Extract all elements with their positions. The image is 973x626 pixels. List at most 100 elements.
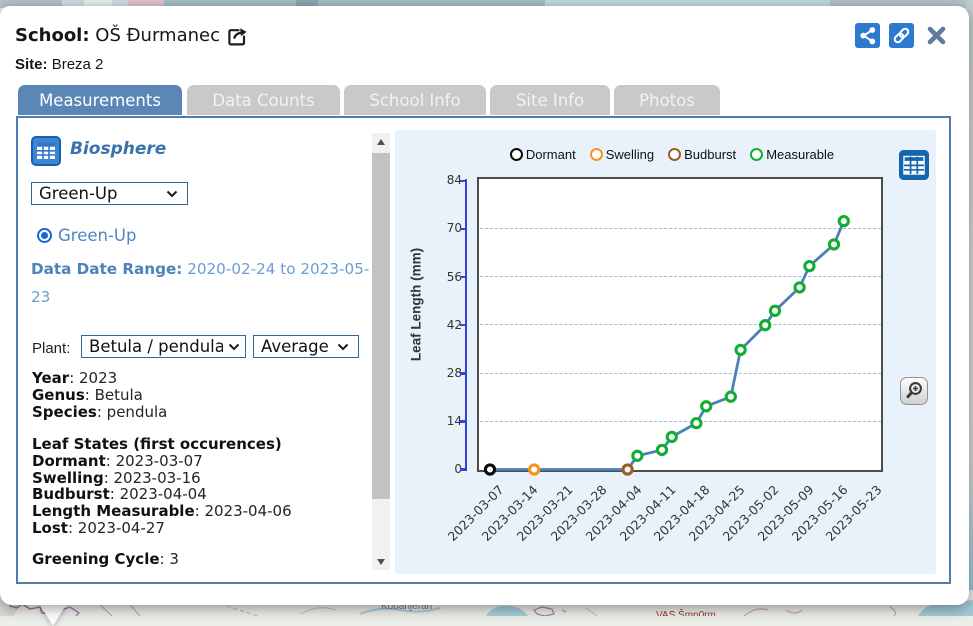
data-point-2023-03-07[interactable] — [483, 463, 497, 476]
legend-swatch — [509, 147, 523, 161]
plant-details: Year: 2023 Genus: Betula Species: pendula — [32, 370, 167, 420]
school-label: School: — [15, 25, 90, 46]
y-tick-label: 42 — [446, 317, 462, 332]
map-label-kobanjeran: Kobanjeran — [381, 601, 432, 612]
greening-value: : 3 — [159, 550, 179, 568]
tab-measurements[interactable]: Measurements — [18, 85, 182, 115]
greening-label: Greening Cycle — [32, 550, 160, 568]
plant-label: Plant: — [32, 340, 71, 357]
data-point-2023-05-04[interactable] — [768, 304, 782, 317]
gridline — [479, 228, 881, 230]
tab-data-counts[interactable]: Data Counts — [187, 85, 340, 115]
y-axis-tick — [459, 468, 465, 471]
leaf-states: Leaf States (first occurences) Dormant: … — [32, 436, 292, 537]
legend-label: Swelling — [605, 146, 655, 162]
leaf-state-line: Dormant: 2023-03-07 — [32, 451, 203, 470]
sidebar-scrollbar[interactable] — [372, 133, 390, 570]
y-tick-label: 28 — [446, 365, 462, 380]
y-tick-label: 14 — [446, 413, 462, 428]
data-point-2023-05-16[interactable] — [827, 238, 841, 251]
y-axis-tick — [459, 371, 465, 375]
data-point-2023-03-16[interactable] — [528, 463, 541, 476]
tab-photos[interactable]: Photos — [614, 85, 720, 115]
leaf-state-line: Lost: 2023-04-27 — [32, 518, 165, 537]
legend-item-budburst: Budburst — [668, 146, 736, 162]
data-point-2023-04-11[interactable] — [655, 443, 669, 457]
map-background-top — [0, 0, 973, 8]
permalink-button[interactable] — [889, 23, 914, 48]
scroll-down-button[interactable] — [372, 553, 390, 570]
plant-select[interactable]: Betula / pendula — [81, 335, 246, 358]
leaf-state-line: Length Measurable: 2023-04-06 — [32, 502, 292, 521]
data-point-2023-04-27[interactable] — [734, 343, 747, 357]
data-point-2023-04-06[interactable] — [631, 449, 644, 462]
site-name: Breza 2 — [51, 56, 104, 73]
legend-item-measurable: Measurable — [750, 146, 834, 162]
detail-line: Genus: Betula — [32, 385, 143, 404]
legend-item-dormant: Dormant — [509, 146, 576, 162]
date-range-value: 2020-02-24 to 2023-05-23 — [31, 259, 370, 306]
legend-label: Budburst — [684, 146, 737, 162]
open-in-new-icon[interactable] — [226, 25, 249, 48]
tab-site-info[interactable]: Site Info — [490, 85, 610, 115]
map-label-vas: VAS Šmp0rm — [656, 608, 716, 616]
data-point-2023-05-09[interactable] — [793, 281, 806, 294]
data-series — [483, 214, 850, 476]
y-tick-label: 0 — [454, 462, 462, 476]
legend-label: Dormant — [525, 146, 576, 162]
data-table-icon[interactable] — [898, 149, 930, 181]
data-point-2023-04-04[interactable] — [621, 463, 634, 476]
data-point-2023-04-25[interactable] — [724, 390, 737, 403]
scroll-up-button[interactable] — [372, 133, 390, 150]
data-line — [490, 220, 846, 471]
y-tick-label: 70 — [446, 221, 462, 236]
legend-swatch — [668, 147, 682, 161]
data-point-2023-05-18[interactable] — [837, 214, 850, 228]
legend-label: Measurable — [766, 146, 835, 162]
leaf-state-line: Budburst: 2023-04-04 — [32, 485, 207, 504]
share-button[interactable] — [855, 23, 880, 48]
gridline — [479, 420, 881, 422]
data-point-2023-05-11[interactable] — [803, 259, 816, 273]
legend-swatch — [750, 147, 764, 161]
y-axis-line — [464, 179, 468, 471]
triangle-up-icon — [377, 138, 385, 145]
map-background-right — [966, 0, 973, 616]
gridline — [479, 372, 881, 374]
school-name: OŠ Đurmanec — [95, 25, 220, 46]
protocol-select[interactable]: Green-Up — [31, 182, 188, 205]
statistic-select[interactable]: Average — [253, 335, 359, 358]
data-point-2023-04-18[interactable] — [690, 416, 703, 430]
leaf-state-line: Swelling: 2023-03-16 — [32, 468, 201, 487]
close-icon[interactable] — [927, 26, 946, 45]
biosphere-header: Biosphere — [31, 136, 166, 166]
chart-panel: Dormant Swelling Budburst Measurable Leaf L… — [395, 130, 936, 574]
tab-bar: Measurements Data Counts School Info Site I… — [18, 85, 720, 115]
gridline — [479, 324, 881, 326]
data-point-2023-04-20[interactable] — [700, 400, 713, 413]
y-axis-tick — [459, 420, 465, 423]
gridline — [479, 276, 881, 278]
tab-school-info[interactable]: School Info — [344, 85, 486, 115]
chart-legend: Dormant Swelling Budburst Measurable — [469, 146, 875, 162]
detail-line: Species: pendula — [32, 402, 168, 421]
leaf-states-title: Leaf States (first occurences) — [32, 435, 282, 453]
y-axis-tick — [459, 275, 465, 279]
detail-line: Year: 2023 — [32, 369, 118, 387]
greenup-radio-label: Green-Up — [58, 226, 137, 245]
scrollbar-thumb[interactable] — [372, 153, 390, 499]
legend-swatch — [589, 147, 603, 161]
zoom-button[interactable] — [900, 377, 928, 405]
share-icon — [860, 27, 876, 45]
tab-content-panel: Biosphere Green-Up Green-Up Data Date Ra… — [16, 116, 951, 584]
triangle-down-icon — [377, 558, 385, 565]
data-point-2023-04-13[interactable] — [665, 430, 678, 444]
greenup-radio[interactable] — [37, 228, 52, 243]
y-axis-tick — [459, 323, 465, 327]
site-details-popup: School: OŠ Đurmanec Site: Breza 2 — [0, 6, 969, 605]
y-axis-tick — [459, 179, 465, 183]
data-point-2023-05-02[interactable] — [759, 319, 772, 332]
table-icon — [31, 136, 61, 166]
legend-item-swelling: Swelling — [589, 146, 655, 162]
greening-cycle: Greening Cycle: 3 — [32, 551, 179, 568]
